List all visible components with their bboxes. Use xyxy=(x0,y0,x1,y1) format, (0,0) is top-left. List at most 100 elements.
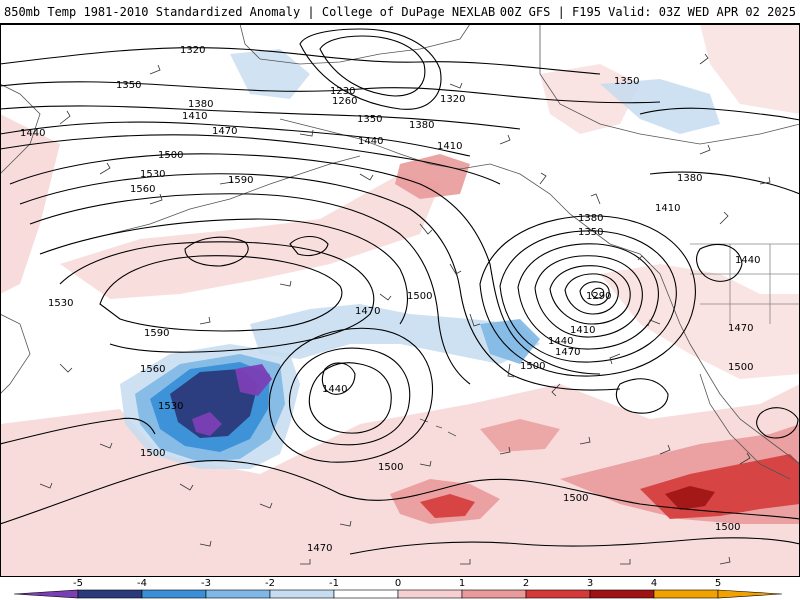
contour-label: 1500 xyxy=(407,291,432,302)
height-contour xyxy=(0,105,521,130)
contour-label: 1500 xyxy=(728,362,753,373)
wind-barb xyxy=(39,176,771,565)
contour-label: 1380 xyxy=(578,213,603,224)
height-contour xyxy=(591,287,605,299)
height-contour xyxy=(649,171,800,195)
state-borders xyxy=(690,243,800,324)
warm-anomaly-region xyxy=(420,494,475,518)
height-contour xyxy=(9,153,601,375)
height-contour xyxy=(99,255,343,332)
contour-label: 1350 xyxy=(357,114,382,125)
contour-label: 1440 xyxy=(20,128,45,139)
colorbar-swatch xyxy=(653,589,719,599)
colorbar-ticks: -5 -4 -3 -2 -1 0 1 2 3 4 5 xyxy=(73,578,721,589)
height-contour xyxy=(517,243,659,350)
contour-label: 1590 xyxy=(228,175,253,186)
height-contour xyxy=(59,241,375,353)
colorbar-tick-label: -3 xyxy=(201,578,211,589)
wind-barb xyxy=(199,436,751,565)
contour-labels: 1320 1350 1230 1260 1320 1350 1380 1410 … xyxy=(20,45,760,554)
height-contour xyxy=(534,255,643,338)
colorbar-tick-label: 0 xyxy=(395,578,401,589)
cold-anomaly-region xyxy=(235,364,272,396)
wind-barb xyxy=(99,442,511,527)
wind-barb xyxy=(419,223,621,397)
anomaly-colorbar: -5 -4 -3 -2 -1 0 1 2 3 4 5 xyxy=(0,577,800,600)
contour-label: 1470 xyxy=(212,126,237,137)
height-contour xyxy=(349,537,800,555)
gulf-of-alaska-coast xyxy=(459,163,611,245)
weather-map: 1320 1350 1230 1260 1320 1350 1380 1410 … xyxy=(0,24,800,577)
cold-anomaly-region xyxy=(192,412,222,436)
contour-label: 1500 xyxy=(715,522,740,533)
contour-label: 1350 xyxy=(614,76,639,87)
colorbar-tick-label: -5 xyxy=(73,578,83,589)
colorbar-tick-label: -4 xyxy=(137,578,147,589)
cold-anomaly-region xyxy=(480,319,540,364)
height-contour xyxy=(321,362,356,395)
alaska-coastline xyxy=(239,24,471,65)
height-contour xyxy=(0,460,800,525)
wind-barbs xyxy=(39,53,771,565)
asia-coast-south xyxy=(0,313,31,395)
colorbar-swatch xyxy=(397,589,463,599)
north-america-interior xyxy=(539,24,800,145)
contour-label: 1590 xyxy=(144,328,169,339)
contour-label: 1320 xyxy=(440,94,465,105)
contour-label: 1560 xyxy=(140,364,165,375)
contour-label: 1500 xyxy=(140,448,165,459)
height-contour xyxy=(288,347,411,446)
contour-label: 1410 xyxy=(570,325,595,336)
height-contour xyxy=(0,417,156,445)
height-contour xyxy=(0,81,661,104)
map-header: 850mb Temp 1981-2010 Standardized Anomal… xyxy=(0,0,800,24)
height-contour xyxy=(29,193,471,385)
contour-label: 1350 xyxy=(578,227,603,238)
contour-label: 1500 xyxy=(378,462,403,473)
colorbar-swatch xyxy=(333,589,399,599)
height-contour xyxy=(184,236,249,267)
wind-barb xyxy=(59,110,374,205)
coastlines xyxy=(0,24,800,480)
cold-anomaly-region xyxy=(170,369,258,438)
colorbar-tick-label: -2 xyxy=(265,578,275,589)
contour-label: 1470 xyxy=(728,323,753,334)
colorbar-tick-label: 2 xyxy=(523,578,529,589)
height-contour xyxy=(579,281,610,306)
contour-label: 1440 xyxy=(358,136,383,147)
contour-label: 1350 xyxy=(116,80,141,91)
height-contour xyxy=(268,327,434,463)
height-contour xyxy=(299,28,442,110)
warm-anomaly-region xyxy=(600,264,800,379)
contour-label: 1290 xyxy=(586,291,611,302)
height-contour xyxy=(289,235,329,257)
colorbar-swatch xyxy=(589,589,655,599)
contour-label: 1440 xyxy=(322,384,347,395)
colorbar-swatch xyxy=(461,589,527,599)
colorbar-tick-label: -1 xyxy=(329,578,339,589)
cold-anomaly-region xyxy=(230,49,310,99)
colorbar-swatch xyxy=(77,589,143,599)
warm-anomaly-region xyxy=(665,486,715,510)
warm-anomaly-region xyxy=(540,64,640,134)
height-contour xyxy=(319,35,426,97)
wind-barb xyxy=(499,134,711,327)
colorbar-tick-label: 1 xyxy=(459,578,465,589)
height-contour xyxy=(549,265,631,325)
contour-label: 1410 xyxy=(182,111,207,122)
contour-label: 1380 xyxy=(188,99,213,110)
warm-anomaly-region xyxy=(700,24,800,114)
contour-label: 1470 xyxy=(355,306,380,317)
colorbar-tick-label: 3 xyxy=(587,578,593,589)
height-contour xyxy=(499,230,677,363)
height-contour xyxy=(756,407,799,439)
height-contour xyxy=(696,244,743,282)
contour-label: 1260 xyxy=(332,96,357,107)
mexico-coast xyxy=(699,373,791,480)
height-contour xyxy=(639,107,800,121)
contour-label: 1530 xyxy=(140,169,165,180)
height-contours xyxy=(0,28,800,555)
contour-label: 1470 xyxy=(307,543,332,554)
hawaiian-islands xyxy=(419,418,457,437)
colorbar-swatch-start xyxy=(13,589,79,599)
